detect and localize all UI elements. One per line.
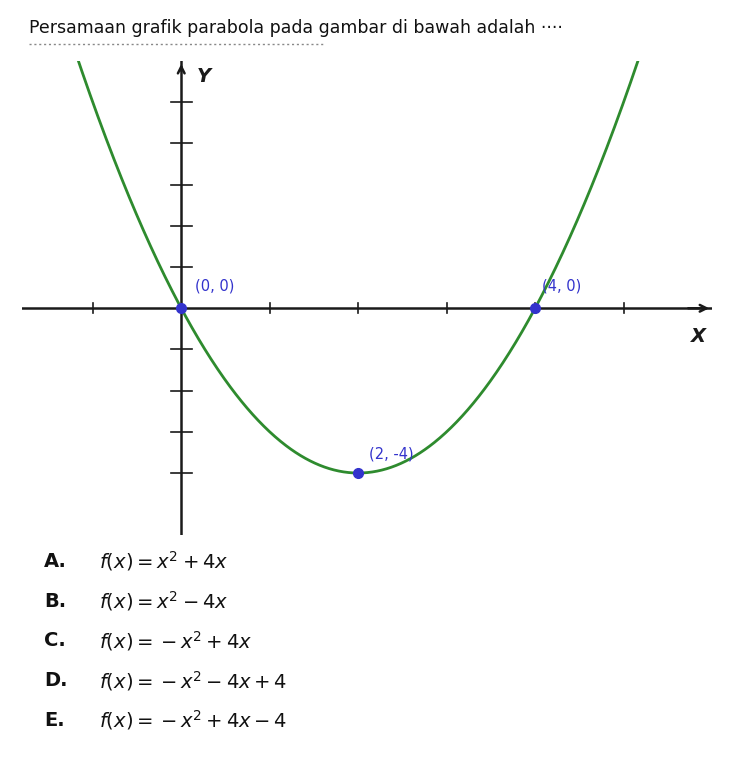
Text: $f(x) = x^2 - 4x$: $f(x) = x^2 - 4x$ (99, 589, 228, 613)
Text: Y: Y (197, 67, 211, 86)
Text: B.: B. (44, 592, 66, 610)
Text: X: X (691, 327, 706, 346)
Text: $f(x) = x^2 + 4x$: $f(x) = x^2 + 4x$ (99, 549, 228, 574)
Text: Persamaan grafik parabola pada gambar di bawah adalah ····: Persamaan grafik parabola pada gambar di… (29, 19, 563, 37)
Text: $f(x) = -x^2 + 4x - 4$: $f(x) = -x^2 + 4x - 4$ (99, 708, 288, 733)
Text: D.: D. (44, 672, 68, 690)
Text: $f(x) = -x^2 + 4x$: $f(x) = -x^2 + 4x$ (99, 629, 252, 653)
Text: A.: A. (44, 552, 67, 571)
Text: (4, 0): (4, 0) (542, 279, 581, 294)
Text: E.: E. (44, 711, 65, 730)
Text: C.: C. (44, 632, 66, 650)
Text: $f(x) = -x^2 - 4x + 4$: $f(x) = -x^2 - 4x + 4$ (99, 668, 288, 693)
Text: (0, 0): (0, 0) (195, 279, 234, 294)
Text: (2, -4): (2, -4) (368, 446, 413, 461)
